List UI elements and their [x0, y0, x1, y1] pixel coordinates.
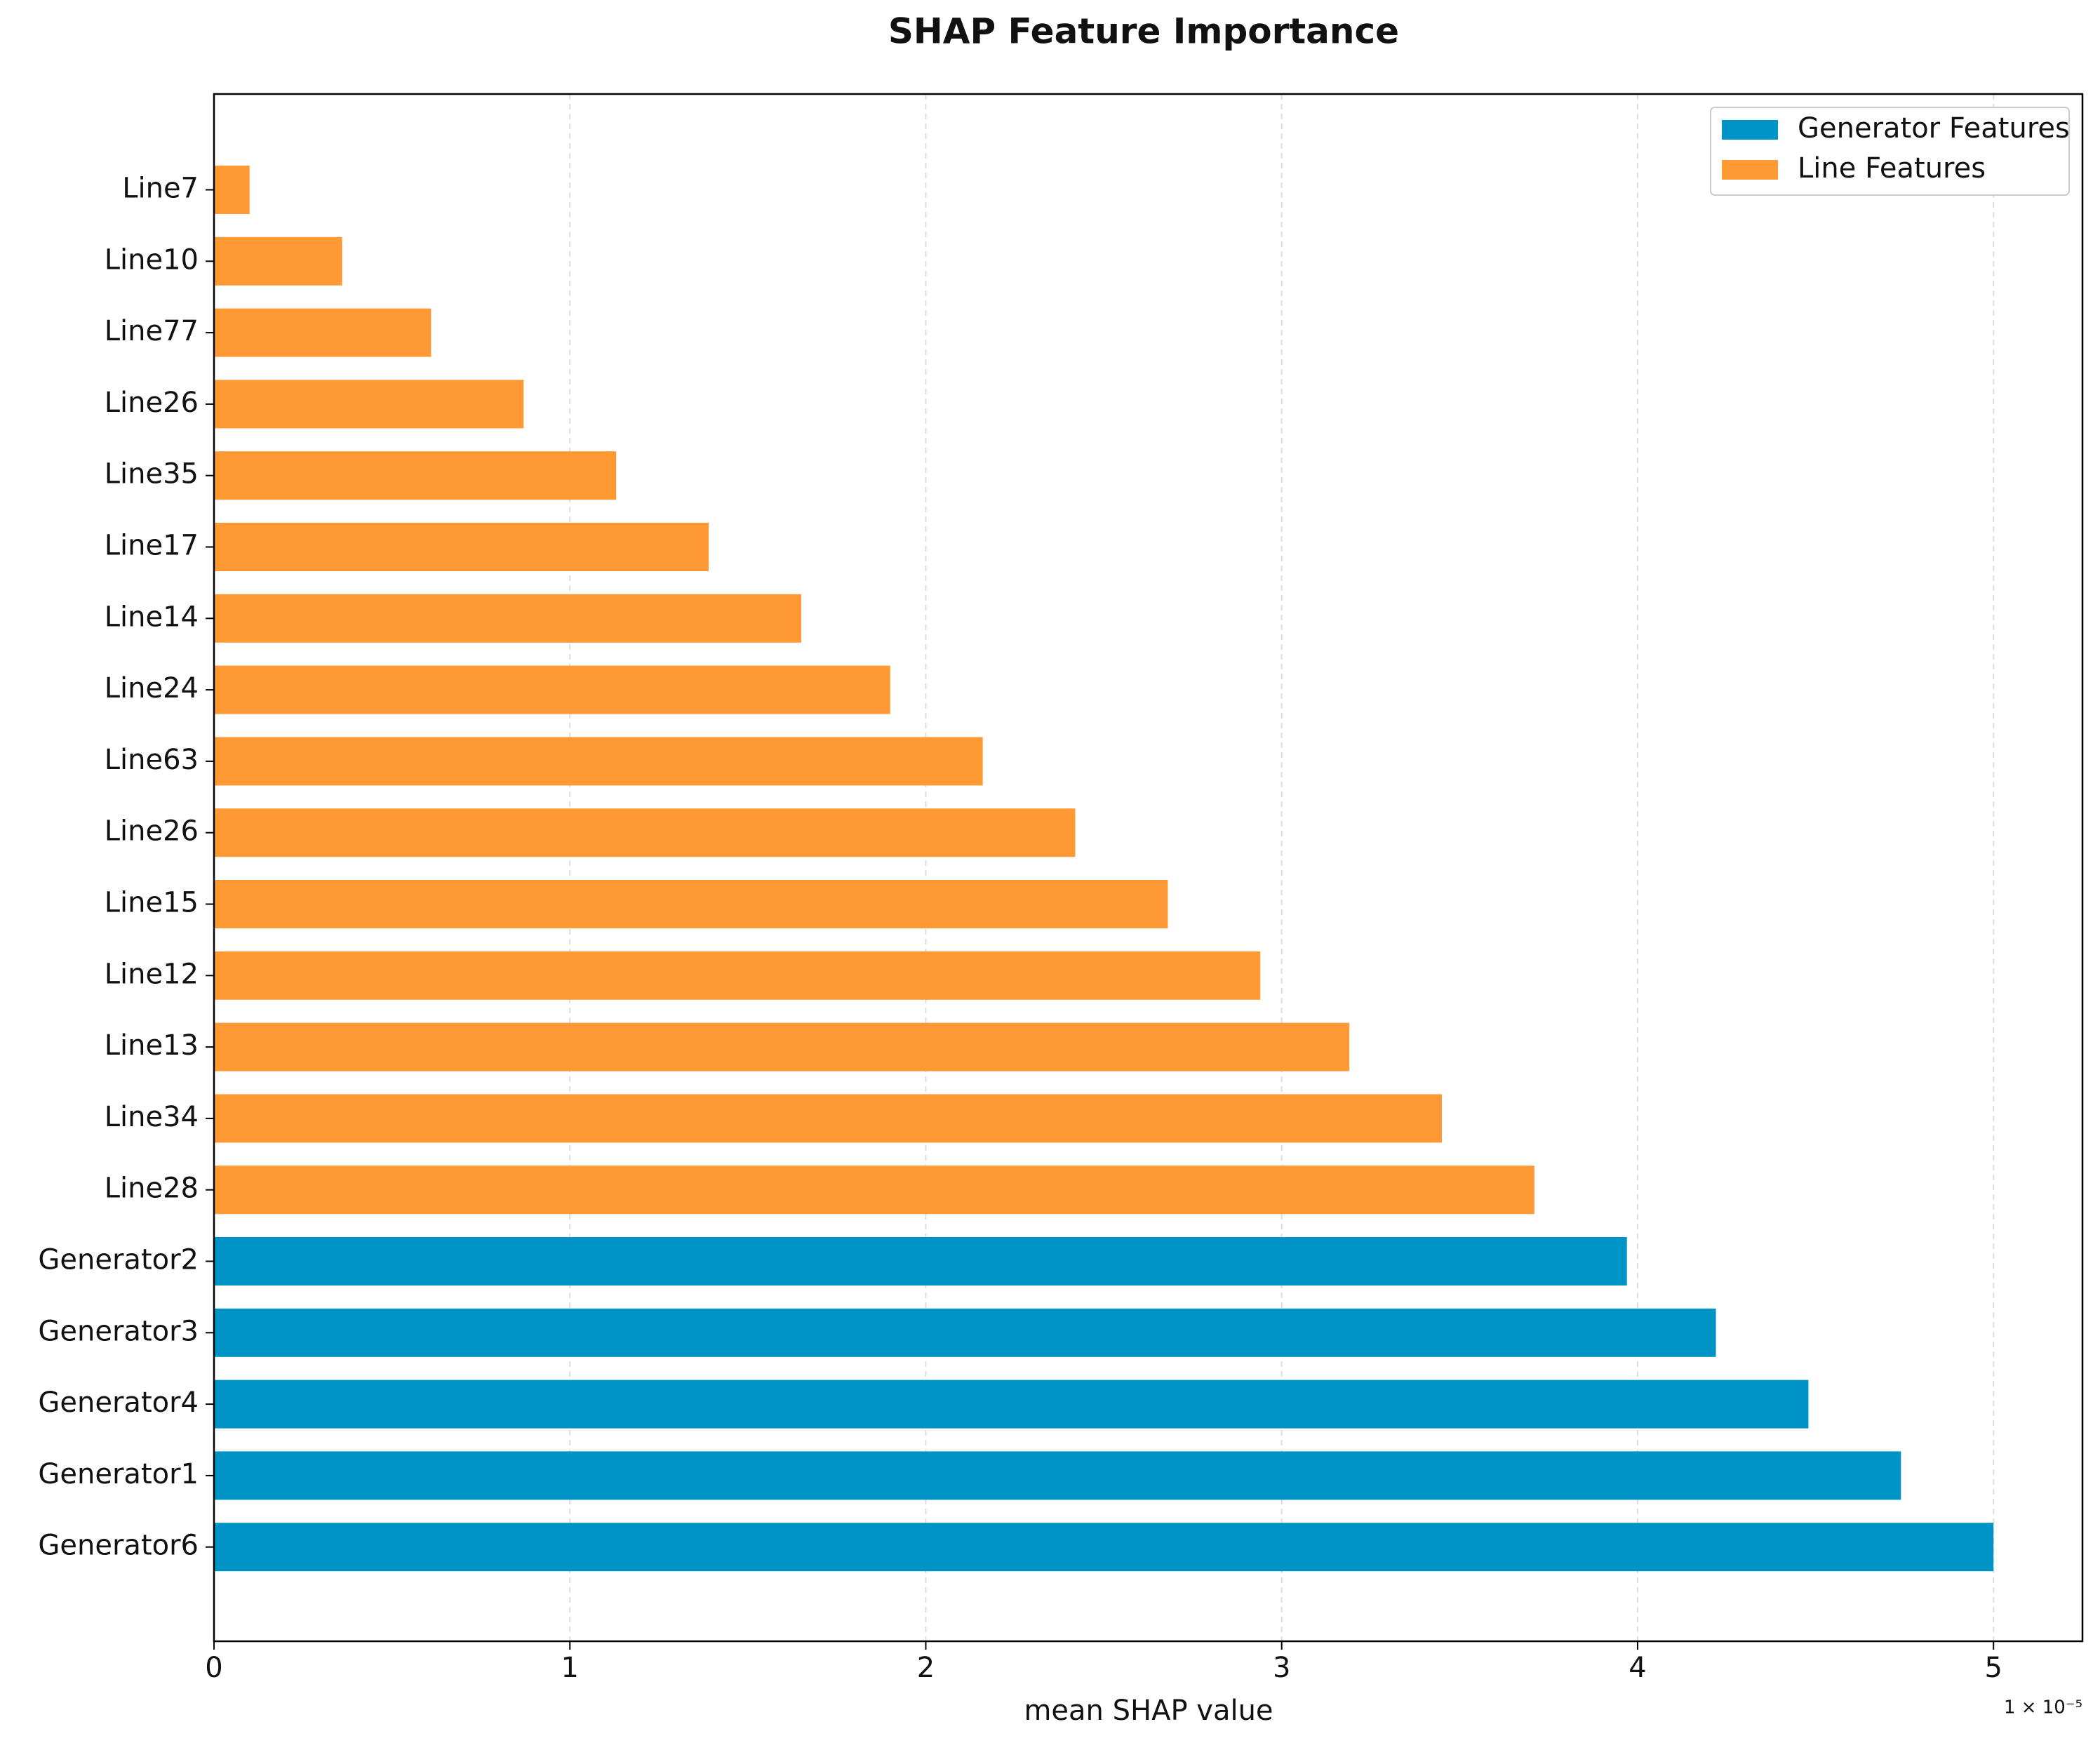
- chart-title: SHAP Feature Importance: [888, 11, 1399, 52]
- legend-swatch: [1722, 120, 1778, 140]
- y-tick-label: Line10: [105, 243, 199, 276]
- bar: [214, 1451, 1901, 1500]
- bar: [214, 380, 524, 429]
- x-tick-label: 5: [1984, 1652, 2002, 1684]
- y-tick-label: Line24: [105, 672, 199, 704]
- bar: [214, 1523, 1994, 1572]
- x-tick-label: 1: [561, 1652, 579, 1684]
- bar: [214, 1022, 1350, 1071]
- bar: [214, 737, 983, 786]
- bar: [214, 951, 1261, 1000]
- bar: [214, 166, 250, 214]
- y-tick-label: Line15: [105, 887, 199, 919]
- legend-swatch: [1722, 160, 1778, 180]
- y-tick-label: Line34: [105, 1101, 199, 1133]
- bar: [214, 451, 617, 500]
- x-tick-label: 0: [205, 1652, 222, 1684]
- y-tick-label: Generator6: [38, 1530, 199, 1562]
- y-tick-label: Line17: [105, 530, 199, 562]
- bar: [214, 1308, 1716, 1357]
- y-tick-label: Generator3: [38, 1315, 199, 1347]
- y-tick-label: Line26: [105, 815, 199, 848]
- x-axis-label: mean SHAP value: [1024, 1695, 1273, 1727]
- bar: [214, 1380, 1809, 1429]
- y-tick-label: Line12: [105, 958, 199, 990]
- y-tick-label: Generator1: [38, 1458, 199, 1490]
- bar: [214, 880, 1168, 928]
- bar: [214, 1166, 1534, 1215]
- y-tick-label: Line63: [105, 744, 199, 776]
- legend-label: Generator Features: [1798, 112, 2070, 145]
- y-tick-label: Line77: [105, 315, 199, 347]
- bar: [214, 594, 801, 643]
- y-tick-label: Line28: [105, 1173, 199, 1205]
- bar: [214, 523, 709, 571]
- y-tick-label: Line26: [105, 387, 199, 419]
- x-tick-label: 4: [1628, 1652, 1646, 1684]
- y-tick-label: Generator2: [38, 1244, 199, 1276]
- legend-box: [1710, 107, 2070, 196]
- bar: [214, 1094, 1442, 1143]
- y-tick-label: Line13: [105, 1029, 199, 1062]
- bar: [214, 236, 342, 286]
- x-tick-label: 3: [1273, 1652, 1290, 1684]
- bar: [214, 308, 432, 357]
- y-tick-label: Line14: [105, 601, 199, 633]
- y-tick-label: Line35: [105, 458, 199, 490]
- legend-label: Line Features: [1798, 152, 1986, 185]
- x-multiplier: 1 × 10⁻⁵: [2004, 1697, 2082, 1718]
- bar: [214, 1237, 1627, 1285]
- bar: [214, 808, 1076, 857]
- bar: [214, 665, 890, 714]
- y-tick-label: Line7: [122, 173, 199, 205]
- plot-frame: [213, 93, 2084, 1643]
- x-tick-label: 2: [917, 1652, 935, 1684]
- y-tick-label: Generator4: [38, 1387, 199, 1419]
